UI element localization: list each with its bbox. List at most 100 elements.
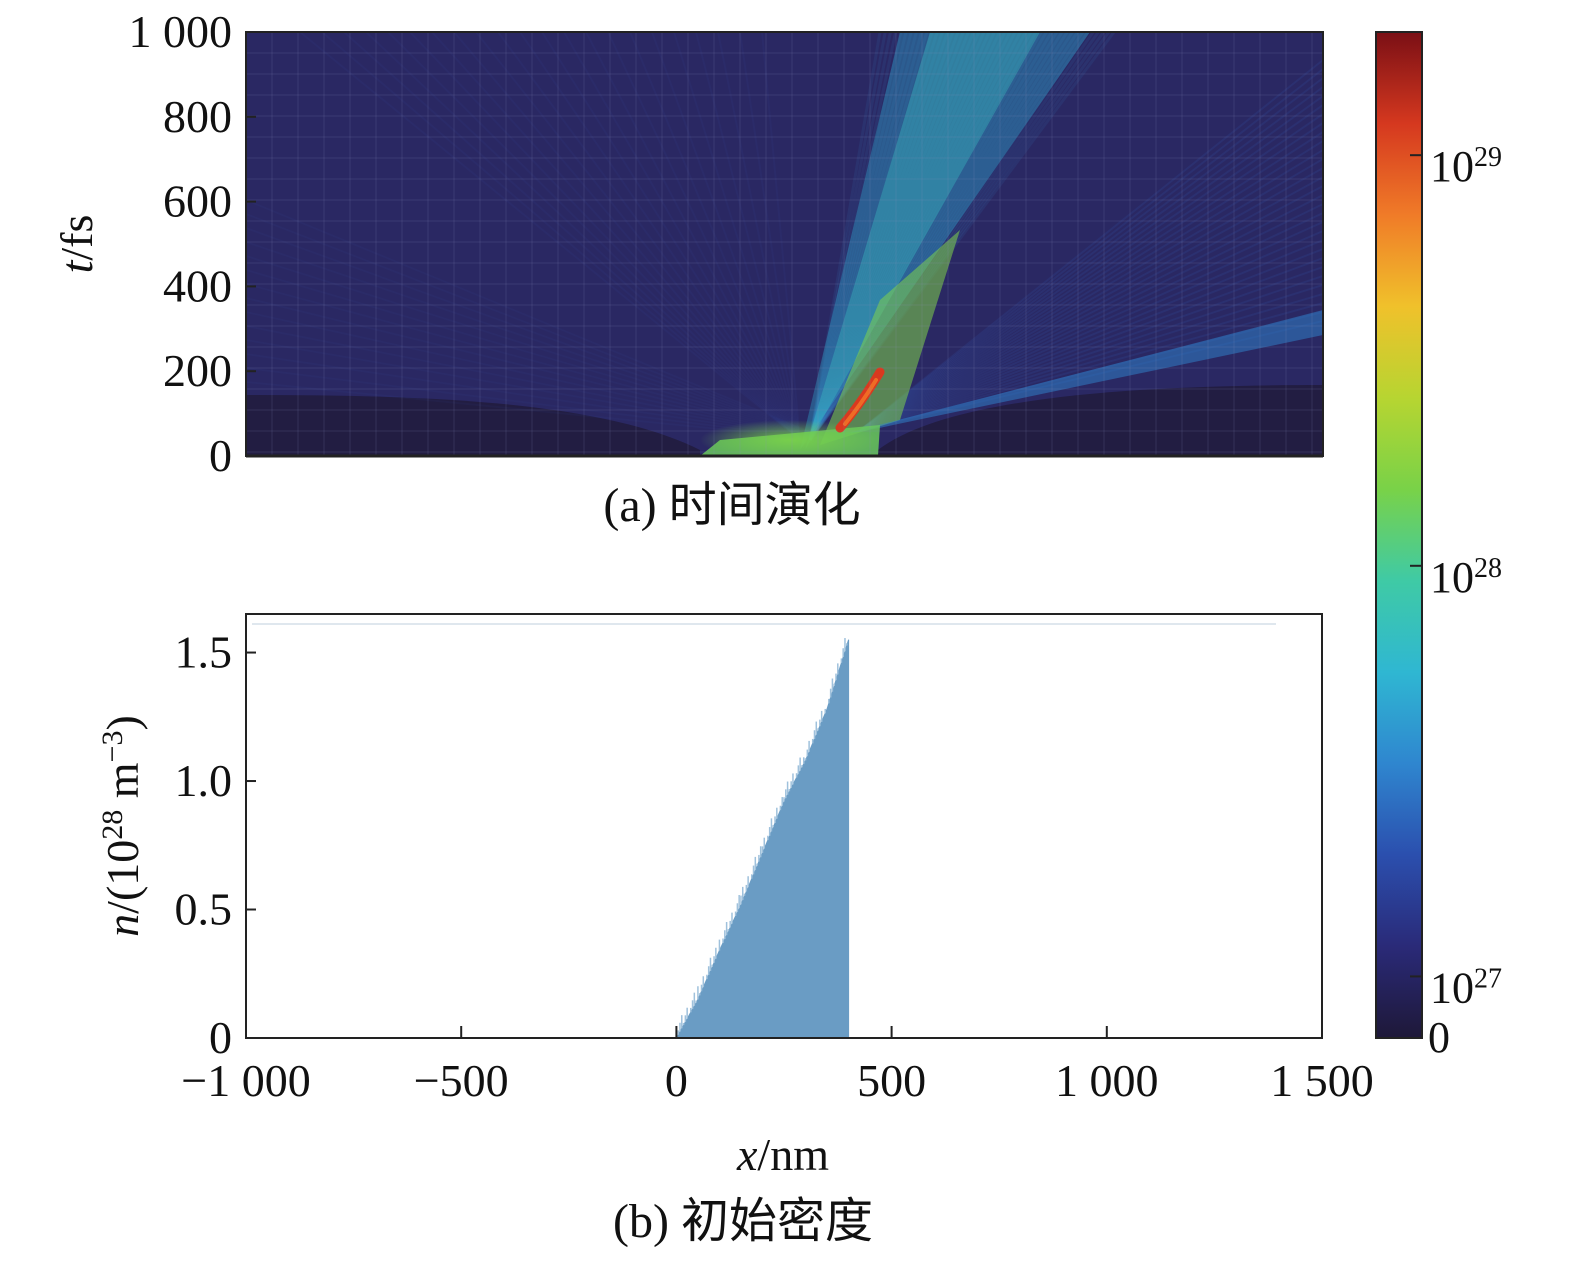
heatmap-ray [808,32,1038,441]
heatmap-ray [808,32,986,441]
heatmap-ray [859,167,1323,431]
heatmap-ray [859,77,1323,431]
heatmap-ray [859,302,1323,431]
heatmap-ray [246,325,831,441]
heatmap-ray [585,32,801,441]
heatmap-ray [299,32,801,441]
density-caption: (b) 初始密度 [613,1195,873,1248]
heatmap-ray [651,32,801,441]
heatmap-ray [859,185,1323,431]
heatmap-ray [859,203,1323,431]
heatmap-ray [859,176,1323,431]
colorbar-tick-label: 1028 [1430,552,1502,602]
density-panel: 0 0.5 1.0 1.5 −1 000 −500 0 500 1 000 1 500 n/(10… [96,613,1374,1248]
heatmap-y-tick-label: 200 [163,345,232,396]
heatmap-ray [431,32,801,441]
heatmap-grid [246,32,1323,456]
heatmap-ray [246,283,831,441]
heatmap-ray [246,199,831,441]
heatmap-y-tick-label: 0 [209,430,232,481]
heatmap-ray [808,32,1022,441]
heatmap-ray [808,32,913,441]
heatmap-dark-left [246,395,700,456]
heatmap-ray [321,32,801,441]
heatmap-ray [497,32,801,441]
heatmap-ray [808,32,991,441]
heatmap-core-glow [700,420,880,456]
heatmap-ray [246,213,831,441]
heatmap-ray [409,32,801,441]
density-x-tick-label: −500 [414,1055,509,1106]
heatmap-ray [808,32,1043,441]
heatmap-y-tick-label: 600 [163,176,232,227]
heatmap-ray [246,339,831,441]
heatmap-ray [859,221,1323,431]
heatmap-ray [365,32,801,441]
heatmap-ray [808,32,1033,441]
heatmap-ray [246,255,831,441]
heatmap-y-tick-label: 400 [163,260,232,311]
heatmap-ray [808,32,887,441]
colorbar-ticks: 1027 1028 1029 0 [1410,142,1502,1062]
heatmap-ray [859,59,1323,431]
density-x-tick-label: 0 [665,1055,688,1106]
heatmap-ray [246,227,831,441]
density-axes: 0 0.5 1.0 1.5 −1 000 −500 0 500 1 000 1 500 [175,627,1374,1106]
heatmap-green-jet [820,230,960,445]
density-x-tick-label: 1 000 [1055,1055,1159,1106]
heatmap-ray [859,95,1323,431]
heatmap-ray [808,32,939,441]
heatmap-ray [859,131,1323,431]
heatmap-ray [859,104,1323,431]
heatmap-ray [246,311,831,441]
heatmap-ray [859,248,1323,431]
heatmap-ray [808,32,1017,441]
heatmap-ray [453,32,801,441]
heatmap-ray [859,266,1323,431]
heatmap-ray [808,32,975,441]
heatmap-ray [246,297,831,441]
heatmap-ray [808,32,908,441]
heatmap-ray [859,86,1323,431]
heatmap-ray [629,32,801,441]
heatmap-ray [859,194,1323,431]
heatmap-panel: 0 200 400 600 800 1 000 t/fs (a) 时间演化 [51,6,1324,532]
heatmap-ray [808,32,903,441]
heatmap-ray [808,32,918,441]
density-frame [245,613,1323,1039]
colorbar: 1027 1028 1029 0 [1375,31,1502,1062]
heatmap-side-jet [840,310,1323,435]
heatmap-ray [808,32,1012,441]
heatmap-ray [859,239,1323,431]
density-x-tick-label: −1 000 [181,1055,310,1106]
heatmap-ray [607,32,801,441]
heatmap-ray [519,32,801,441]
heatmap-ray [808,32,981,441]
heatmap-ray [808,32,950,441]
heatmap-ray [808,32,1001,441]
heatmap-ray [808,32,1007,441]
density-x-tick-label: 500 [857,1055,926,1106]
density-y-tick-label: 0.5 [175,884,233,935]
heatmap-ray [717,32,801,441]
heatmap-ray [859,140,1323,431]
density-y-axis-label: n/(1028 m−3) [96,715,149,937]
heatmap-ray [808,32,944,441]
heatmap-ray [808,32,934,441]
heatmap-y-tick-label: 800 [163,91,232,142]
heatmap-ray [673,32,801,441]
density-x-tick-label: 1 500 [1270,1055,1374,1106]
heatmap-ray [808,32,882,441]
density-area-texture [677,638,848,1035]
heatmap-y-tick-label: 1 000 [129,6,233,57]
heatmap-ray [859,275,1323,431]
heatmap-ray [246,241,831,441]
heatmap-ray [343,32,801,441]
heatmap-ray [563,32,801,441]
heatmap-rays [246,32,1323,456]
colorbar-gradient [1376,32,1422,1038]
colorbar-tick-label: 1027 [1430,963,1502,1013]
heatmap-background [246,32,1323,456]
heatmap-ray [808,32,970,441]
